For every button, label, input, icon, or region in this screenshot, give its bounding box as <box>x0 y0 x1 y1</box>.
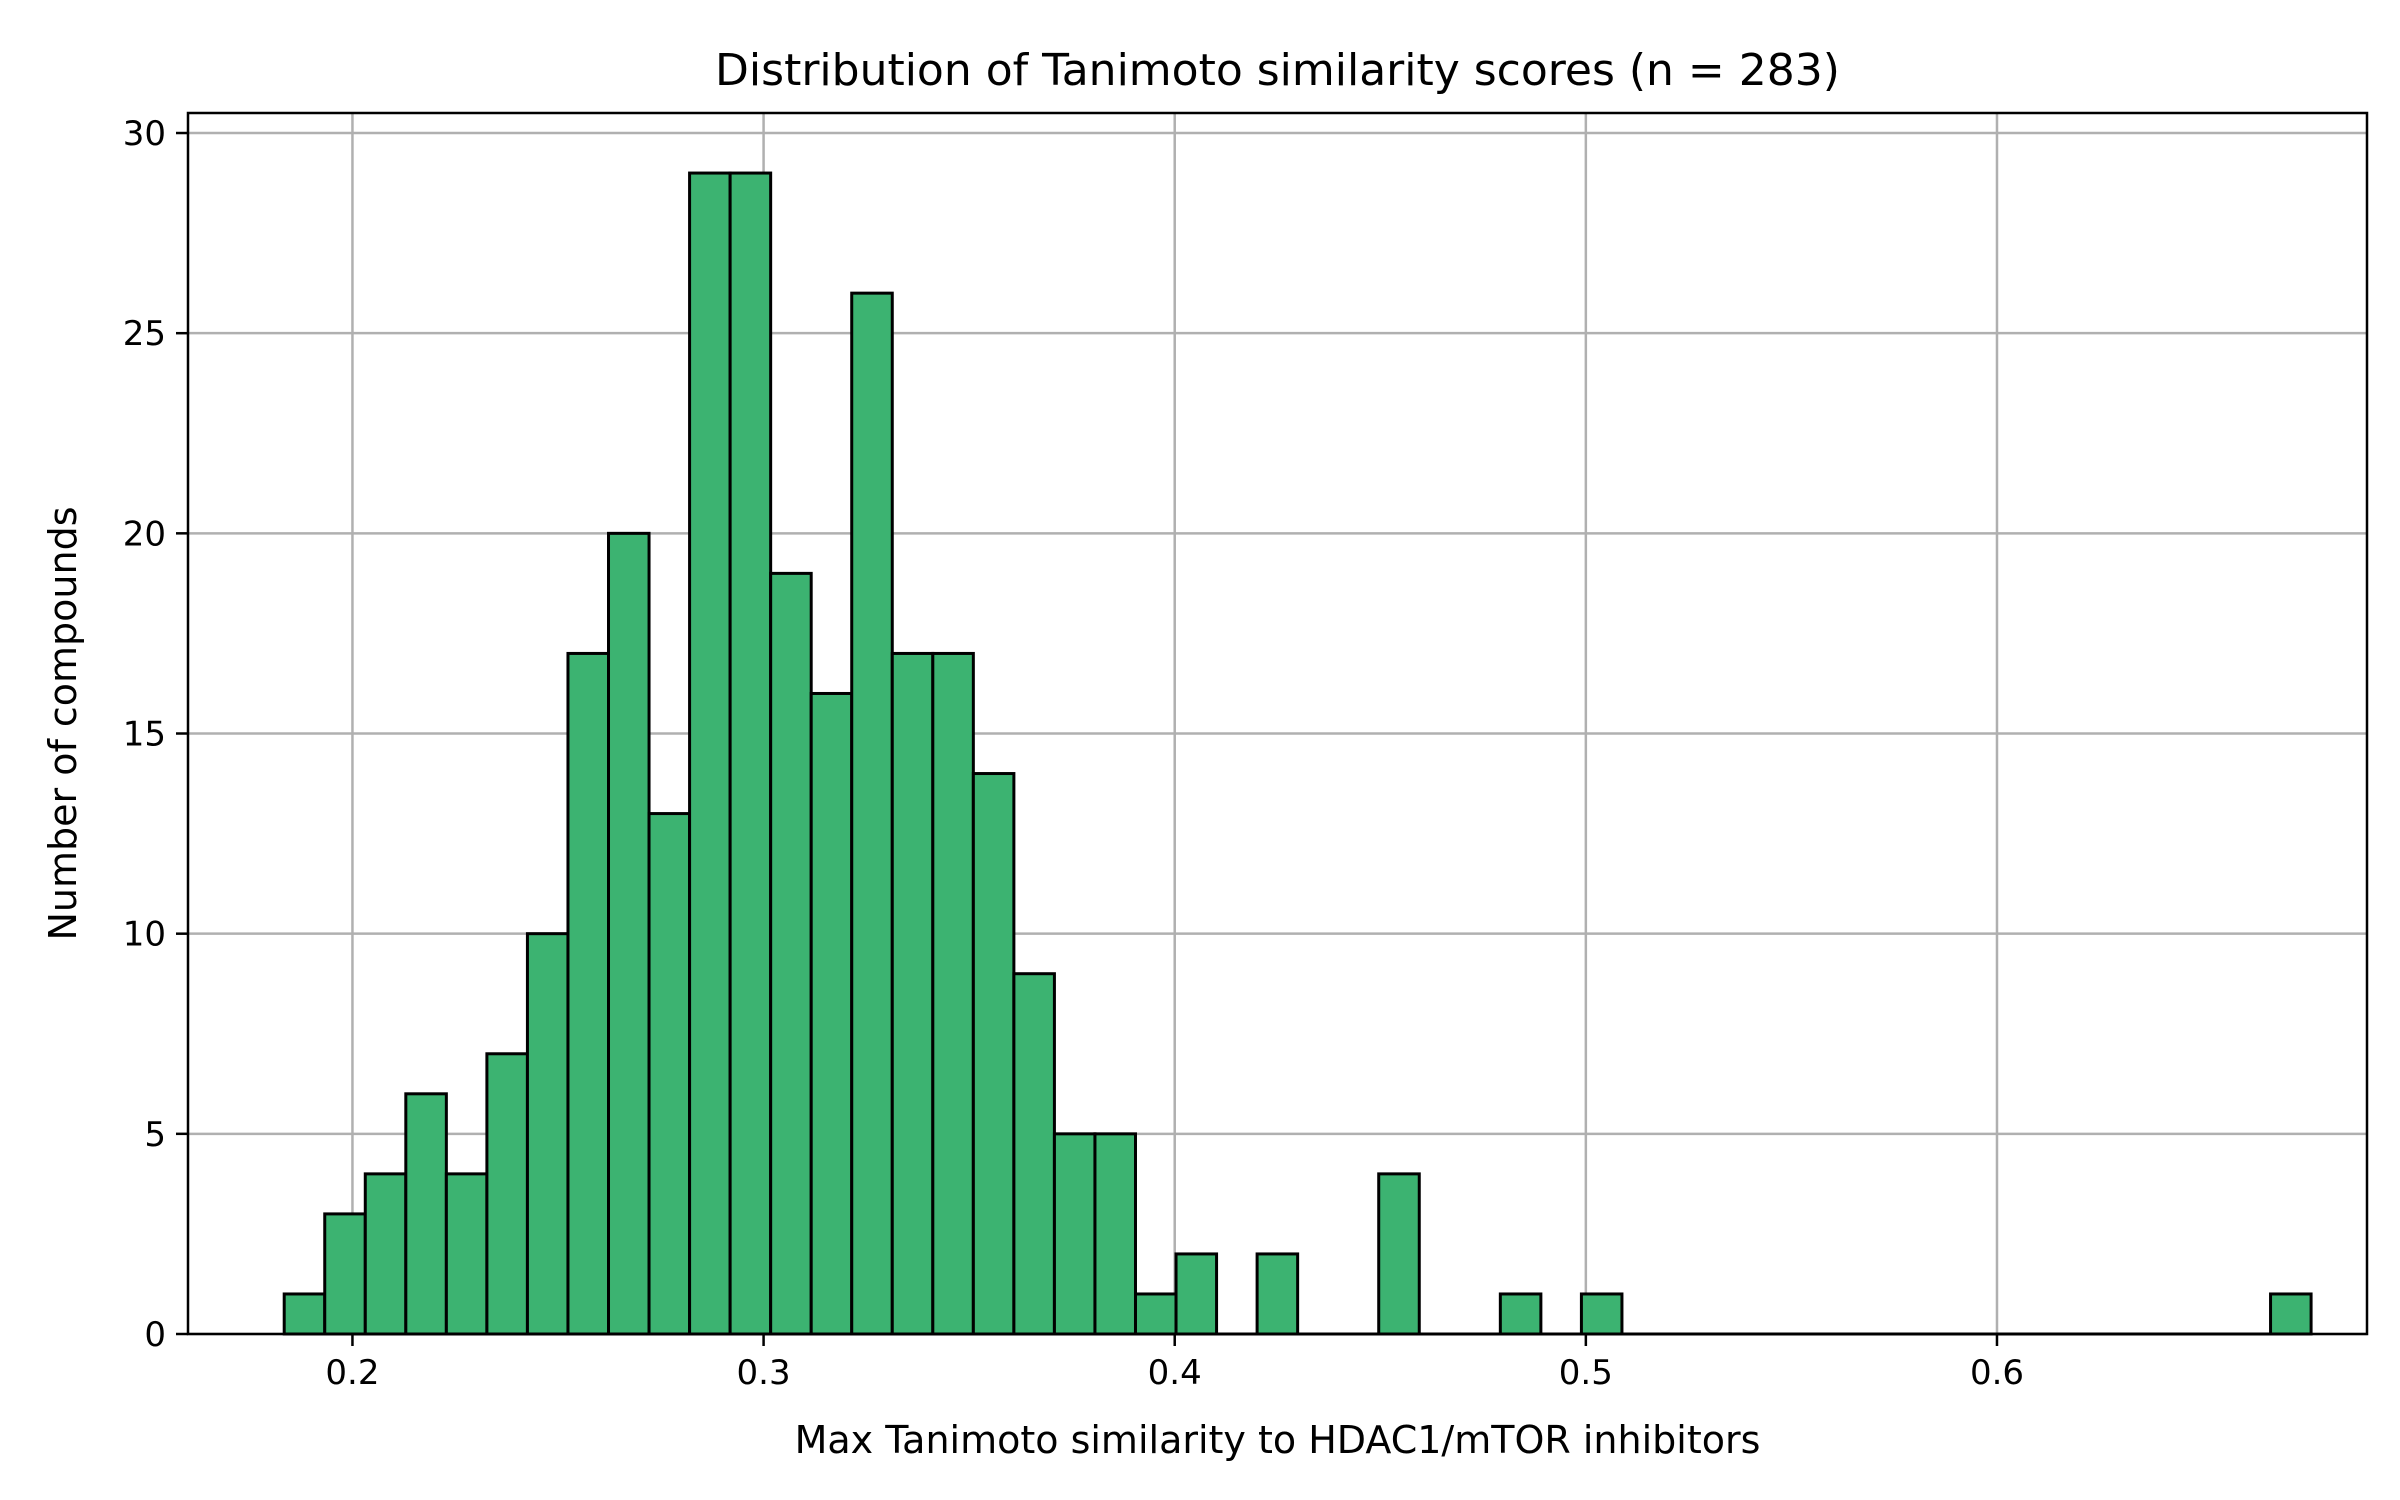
y-tick-label: 15 <box>123 715 166 755</box>
histogram-bar <box>485 1052 529 1336</box>
histogram-bar <box>971 772 1016 1336</box>
x-tick-label: 0.6 <box>1970 1353 2024 1393</box>
histogram-bar <box>850 291 894 1336</box>
y-tick-label: 20 <box>123 514 166 554</box>
histogram-bar <box>1133 1292 1178 1336</box>
histogram-bar <box>1012 972 1056 1336</box>
y-tick-label: 25 <box>123 314 166 354</box>
histogram-bar <box>1052 1132 1097 1336</box>
x-tick-label: 0.2 <box>325 1353 379 1393</box>
y-tick-label: 30 <box>123 114 166 154</box>
histogram-bar <box>1498 1292 1543 1336</box>
histogram-bars <box>282 171 2313 1336</box>
histogram-bar <box>323 1212 367 1336</box>
y-axis-label: Number of compounds <box>41 506 85 940</box>
y-axis-ticks: 0 5 10 15 20 25 30 <box>123 114 188 1355</box>
y-tick-label: 5 <box>144 1115 166 1155</box>
x-tick-label: 0.4 <box>1148 1353 1202 1393</box>
y-tick-label: 0 <box>144 1315 166 1355</box>
y-tick-label: 10 <box>123 915 166 955</box>
histogram-bar <box>809 691 854 1336</box>
histogram-bar <box>1174 1252 1219 1336</box>
chart-title: Distribution of Tanimoto similarity scor… <box>715 45 1840 96</box>
histogram-bar <box>1579 1292 1624 1336</box>
histogram-bar <box>404 1092 448 1336</box>
histogram-bar <box>444 1172 489 1336</box>
x-tick-label: 0.5 <box>1559 1353 1613 1393</box>
histogram-bar <box>525 932 570 1336</box>
histogram-bar <box>282 1292 327 1336</box>
histogram-bar <box>566 651 611 1336</box>
histogram-bar <box>728 171 773 1336</box>
x-tick-label: 0.3 <box>737 1353 791 1393</box>
histogram-bar <box>607 531 651 1336</box>
histogram-bar <box>931 651 975 1336</box>
plot-frame <box>186 111 2369 1336</box>
histogram-bar <box>2269 1292 2313 1336</box>
histogram-bar <box>1377 1172 1421 1336</box>
histogram-bar <box>1255 1252 1300 1336</box>
x-axis-ticks: 0.2 0.3 0.4 0.5 0.6 <box>325 1334 2024 1393</box>
histogram-bar <box>769 571 813 1336</box>
histogram-bar <box>890 651 935 1336</box>
x-axis-label: Max Tanimoto similarity to HDAC1/mTOR in… <box>795 1418 1761 1462</box>
histogram-bar <box>688 171 732 1336</box>
histogram-bar <box>363 1172 408 1336</box>
histogram-bar <box>1093 1132 1137 1336</box>
histogram-bar <box>647 812 692 1336</box>
